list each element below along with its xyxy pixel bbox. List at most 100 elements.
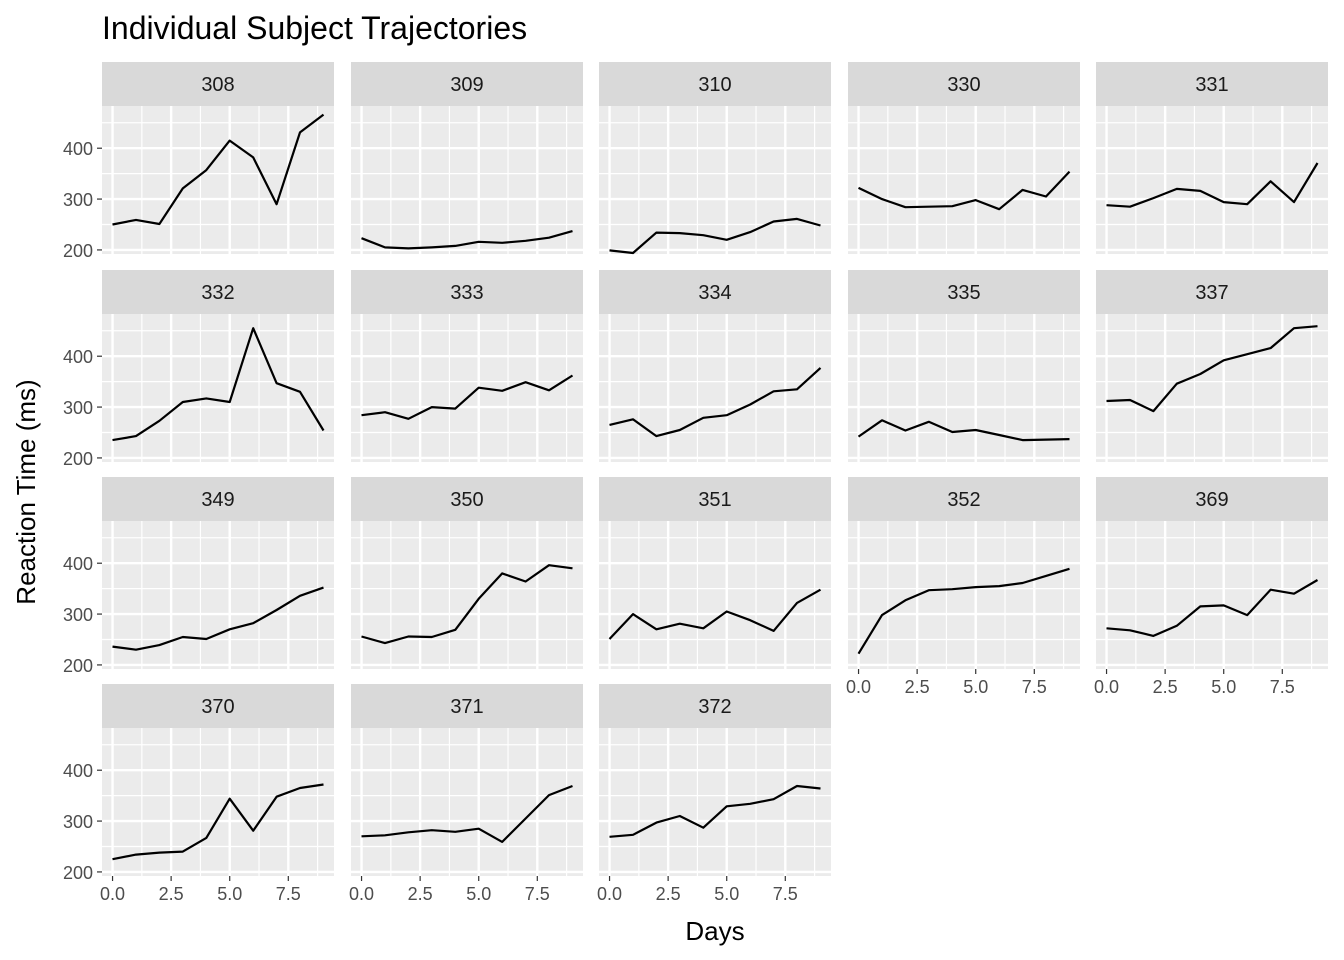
panel-background-333: [351, 314, 583, 462]
facet-strip-333: [351, 270, 583, 314]
facet-strip-label-331: 331: [1195, 74, 1228, 96]
facet-strip-label-351: 351: [698, 489, 731, 511]
x-tick-label: 7.5: [1270, 677, 1295, 697]
facet-strip-331: [1096, 62, 1328, 106]
x-tick-label: 2.5: [905, 677, 930, 697]
series-line-332: [112, 327, 325, 442]
facet-strip-352: [848, 477, 1080, 521]
facet-strip-label-352: 352: [947, 489, 980, 511]
series-line-335: [857, 419, 1070, 442]
x-tick-label: 2.5: [656, 884, 681, 904]
facet-panel-351: 351: [599, 477, 831, 669]
facet-strip-308: [102, 62, 334, 106]
series-line-352: [857, 567, 1070, 655]
facet-strip-label-349: 349: [201, 489, 234, 511]
panel-background-309: [351, 106, 583, 254]
y-tick-label: 400: [63, 554, 93, 574]
y-tick-label: 200: [63, 656, 93, 676]
series-line-351: [608, 588, 822, 640]
y-tick-label: 200: [63, 863, 93, 883]
x-axis-title: Days: [685, 916, 744, 946]
facet-strip-370: [102, 684, 334, 728]
panel-background-308: [102, 106, 334, 254]
facet-panels: 308 200 300 400 309 310 330 331 332 200 300 400 333 3…: [63, 62, 1328, 904]
panel-background-351: [599, 521, 831, 669]
y-tick-label: 300: [63, 398, 93, 418]
facet-panel-349: 349 200 300 400: [63, 477, 334, 676]
facet-strip-label-309: 309: [450, 74, 483, 96]
facet-strip-351: [599, 477, 831, 521]
y-tick-label: 200: [63, 449, 93, 469]
series-line-331: [1106, 162, 1319, 208]
facet-panel-309: 309: [351, 62, 583, 254]
panel-background-370: [102, 728, 334, 876]
facet-panel-335: 335: [848, 270, 1080, 462]
facet-strip-332: [102, 270, 334, 314]
facet-panel-372: 372 0.0 2.5 5.0 7.5: [597, 684, 831, 904]
facet-strip-label-372: 372: [698, 696, 731, 718]
y-tick-label: 300: [63, 190, 93, 210]
panel-background-369: [1096, 521, 1328, 669]
panel-background-334: [599, 314, 831, 462]
panel-background-310: [599, 106, 831, 254]
facet-strip-309: [351, 62, 583, 106]
panel-background-349: [102, 521, 334, 669]
x-tick-label: 7.5: [276, 884, 301, 904]
x-tick-label: 5.0: [1211, 677, 1236, 697]
facet-strip-label-337: 337: [1195, 282, 1228, 304]
x-tick-label: 0.0: [846, 677, 871, 697]
series-line-371: [361, 784, 573, 844]
facet-strip-label-335: 335: [947, 282, 980, 304]
panel-background-330: [848, 106, 1080, 254]
y-tick-label: 200: [63, 241, 93, 261]
series-line-308: [112, 113, 325, 226]
facet-strip-label-350: 350: [450, 489, 483, 511]
series-line-337: [1106, 325, 1318, 413]
facet-strip-337: [1096, 270, 1328, 314]
chart-title: Individual Subject Trajectories: [102, 10, 527, 46]
facet-strip-310: [599, 62, 831, 106]
series-line-309: [361, 230, 573, 250]
facet-panel-352: 352 0.0 2.5 5.0 7.5: [846, 477, 1080, 697]
x-tick-label: 0.0: [597, 884, 622, 904]
series-line-350: [361, 564, 573, 645]
facet-panel-350: 350: [351, 477, 583, 669]
panel-background-335: [848, 314, 1080, 462]
series-line-370: [112, 783, 324, 861]
x-tick-label: 0.0: [100, 884, 125, 904]
facet-panel-333: 333: [351, 270, 583, 462]
facet-strip-label-369: 369: [1195, 489, 1228, 511]
facet-strip-label-333: 333: [450, 282, 483, 304]
panel-background-371: [351, 728, 583, 876]
x-tick-label: 5.0: [466, 884, 491, 904]
facet-strip-label-371: 371: [450, 696, 483, 718]
y-tick-label: 400: [63, 347, 93, 367]
facet-strip-label-332: 332: [201, 282, 234, 304]
facet-strip-350: [351, 477, 583, 521]
facet-panel-370: 370 200 300 400 0.0 2.5 5.0 7.5: [63, 684, 334, 904]
panel-background-352: [848, 521, 1080, 669]
facet-panel-337: 337: [1096, 270, 1328, 462]
facet-panel-332: 332 200 300 400: [63, 270, 334, 469]
x-tick-label: 7.5: [773, 884, 798, 904]
x-tick-label: 7.5: [525, 884, 550, 904]
y-tick-label: 300: [63, 812, 93, 832]
series-line-349: [112, 586, 324, 651]
facet-strip-335: [848, 270, 1080, 314]
x-tick-label: 5.0: [714, 884, 739, 904]
panel-background-350: [351, 521, 583, 669]
y-tick-label: 300: [63, 605, 93, 625]
facet-panel-369: 369 0.0 2.5 5.0 7.5: [1094, 477, 1328, 697]
series-line-333: [361, 374, 574, 420]
x-tick-label: 0.0: [349, 884, 374, 904]
facet-panel-330: 330: [848, 62, 1080, 254]
y-axis-title: Reaction Time (ms): [11, 379, 41, 604]
facet-strip-334: [599, 270, 831, 314]
panel-background-331: [1096, 106, 1328, 254]
series-line-334: [609, 367, 822, 438]
facet-panel-371: 371 0.0 2.5 5.0 7.5: [349, 684, 583, 904]
facet-strip-371: [351, 684, 583, 728]
x-tick-label: 2.5: [159, 884, 184, 904]
x-tick-label: 2.5: [408, 884, 433, 904]
